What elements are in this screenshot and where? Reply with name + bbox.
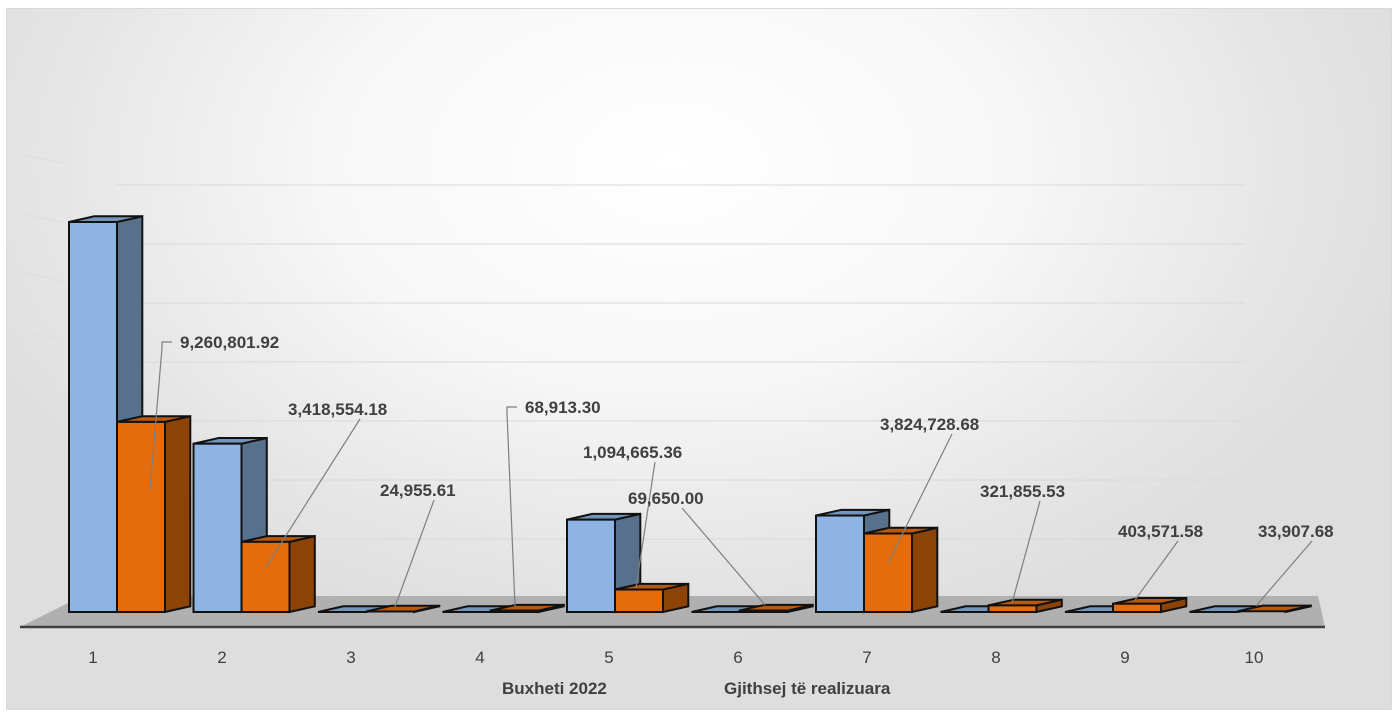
- bar-front: [1112, 602, 1162, 614]
- x-tick-labels: 1 2 3 4 5 6 7 8 9 10: [88, 648, 1263, 667]
- leader-line: [1134, 540, 1179, 601]
- bar-front: [863, 532, 913, 614]
- gridline-wall: [25, 508, 63, 518]
- data-labels: 9,260,801.92 3,418,554.18 24,955.61 68,913.…: [149, 333, 1334, 608]
- leader-line: [149, 341, 172, 491]
- bar-side: [164, 414, 192, 614]
- leader-line: [681, 507, 766, 606]
- gridline-wall: [25, 154, 63, 164]
- bar-front: [240, 540, 291, 613]
- bar-top: [365, 604, 440, 613]
- bar-s2-8: [987, 598, 1063, 614]
- bar-s2-2: [240, 534, 316, 614]
- bar-front: [566, 518, 616, 614]
- legend: Buxheti 2022 Gjithsej të realizuara: [502, 679, 891, 698]
- legend-entry: Gjithsej të realizuara: [724, 679, 891, 698]
- data-label: 3,418,554.18: [288, 400, 387, 419]
- bar-s1-1: [68, 215, 144, 614]
- bar-front: [614, 588, 664, 614]
- bar-side: [911, 526, 939, 614]
- leader-line: [506, 406, 517, 607]
- bar-front: [815, 514, 865, 613]
- data-label: 321,855.53: [980, 482, 1065, 501]
- x-tick-label: 7: [862, 648, 871, 667]
- bar-s2-6: [738, 603, 814, 614]
- leader-line: [265, 418, 361, 568]
- bar-top: [1237, 604, 1312, 613]
- bar-front: [116, 420, 166, 613]
- gridline-wall: [25, 272, 63, 282]
- x-tick-label: 5: [604, 648, 613, 667]
- x-tick-label: 4: [475, 648, 484, 667]
- data-label: 9,260,801.92: [180, 333, 279, 352]
- bars: [68, 215, 1312, 614]
- data-label: 69,650.00: [628, 489, 704, 508]
- leader-line: [394, 499, 435, 608]
- gridline-wall: [25, 390, 63, 400]
- bar-s2-1: [116, 414, 192, 614]
- x-tick-label: 10: [1245, 648, 1264, 667]
- x-tick-label: 8: [991, 648, 1000, 667]
- bar-s2-4: [489, 603, 565, 614]
- data-label: 3,824,728.68: [880, 415, 979, 434]
- gridline-wall: [25, 449, 63, 459]
- x-tick-label: 1: [88, 648, 97, 667]
- bar-s2-9: [1112, 596, 1188, 614]
- bar-side: [288, 534, 316, 614]
- leader-line: [887, 433, 953, 564]
- bar-s2-7: [863, 526, 939, 614]
- bar-s2-5: [614, 582, 690, 614]
- bar-front: [987, 604, 1038, 614]
- bar-front: [489, 609, 540, 613]
- bar-front: [68, 221, 118, 613]
- gridline-wall: [25, 213, 63, 223]
- bar-s2-3: [365, 604, 441, 614]
- data-label: 68,913.30: [525, 398, 601, 417]
- x-tick-label: 9: [1120, 648, 1129, 667]
- gridline-wall: [25, 331, 63, 341]
- data-label: 1,094,665.36: [583, 443, 682, 462]
- x-tick-label: 6: [733, 648, 742, 667]
- leader-line: [1011, 500, 1041, 604]
- x-tick-label: 2: [217, 648, 226, 667]
- leader-line: [1255, 540, 1313, 607]
- leader-line: [635, 461, 656, 589]
- data-label: 24,955.61: [380, 481, 456, 500]
- data-label: 33,907.68: [1258, 522, 1334, 541]
- bar-front: [738, 609, 789, 613]
- bar-s1-2: [192, 436, 268, 614]
- legend-entry: Buxheti 2022: [502, 679, 607, 698]
- bar-s2-10: [1237, 604, 1312, 614]
- x-tick-label: 3: [346, 648, 355, 667]
- data-label: 403,571.58: [1118, 522, 1203, 541]
- bar-front: [192, 442, 243, 613]
